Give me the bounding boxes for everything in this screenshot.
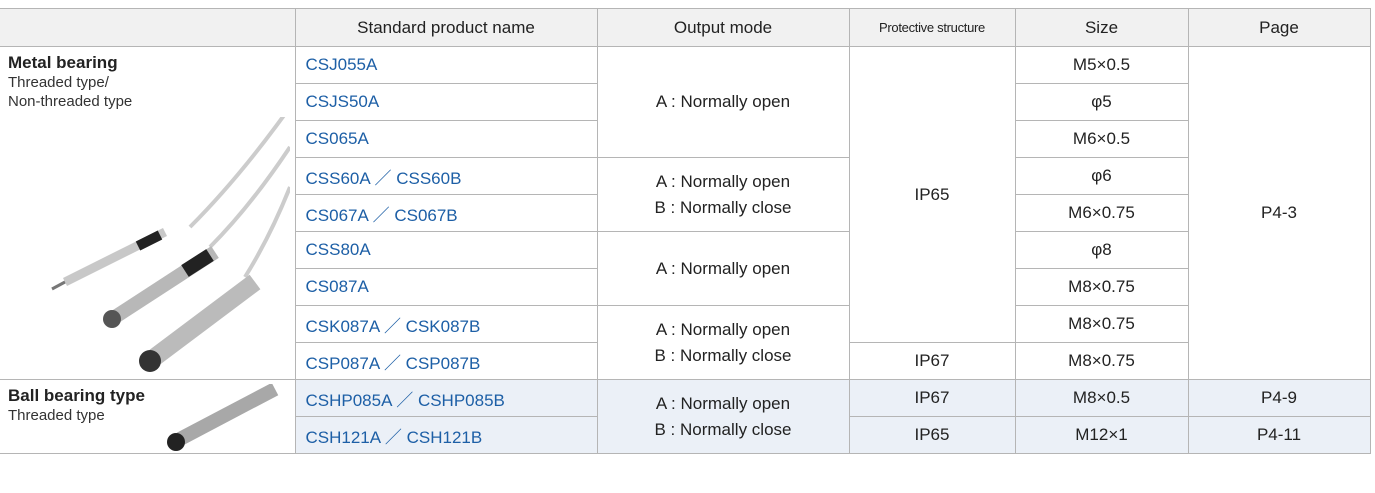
group-subtitle: Threaded type — [8, 407, 105, 424]
header-cell: Page — [1187, 8, 1371, 47]
row: CS065A M6×0.5 — [0, 120, 1370, 158]
protective: IP65 — [848, 46, 1016, 343]
protective: IP67 — [848, 342, 1016, 380]
header-cell: Standard product name — [294, 8, 598, 47]
row: CSK087A ／ CSK087B A : Normally open B : N… — [0, 305, 1370, 380]
product-name[interactable]: CSS60A ／ CSS60B — [294, 157, 598, 195]
product-name[interactable]: CS067A ／ CS067B — [294, 194, 598, 232]
product-name[interactable]: CSH121A ／ CSH121B — [294, 416, 598, 454]
header-cell: Protective structure — [848, 8, 1016, 47]
row: Ball bearing type Threaded type CSHP085A… — [0, 379, 1371, 454]
header-cell: Output mode — [596, 8, 850, 47]
product-name[interactable]: CS087A — [294, 268, 598, 306]
output-mode: A : Normally open B : Normally close — [596, 305, 850, 380]
output-line: B : Normally close — [654, 345, 792, 365]
product-name[interactable]: CS065A — [294, 120, 598, 158]
size: M8×0.75 — [1014, 342, 1189, 380]
size: M8×0.75 — [1014, 305, 1189, 343]
size: M6×0.75 — [1014, 194, 1189, 232]
output-mode: A : Normally open B : Normally close — [596, 379, 850, 454]
product-name[interactable]: CSJ055A — [294, 46, 598, 84]
output-line: B : Normally close — [654, 197, 792, 217]
row: CSP087A ／ CSP087B IP67 M8×0.75 — [0, 342, 1370, 380]
product-name[interactable]: CSK087A ／ CSK087B — [294, 305, 598, 343]
group-subtitle: Threaded type/ — [8, 74, 109, 91]
protective: IP65 — [848, 416, 1016, 454]
size: M12×1 — [1014, 416, 1189, 454]
row: CSS60A ／ CSS60B A : Normally open B : Nor… — [0, 157, 1370, 232]
protective: IP67 — [848, 379, 1016, 417]
output-line: A : Normally open — [655, 319, 791, 339]
row: CSH121A ／ CSH121B IP65 M12×1 P4-11 — [0, 416, 1371, 454]
page-body: Standard product name Output mode Protec… — [0, 8, 1375, 493]
output-line: A : Normally open — [655, 171, 791, 191]
row: CSJS50A φ5 — [0, 83, 1370, 121]
header-cell — [0, 8, 296, 47]
header-cell: Size — [1014, 8, 1189, 47]
size: φ6 — [1014, 157, 1189, 195]
size: M8×0.5 — [1014, 379, 1189, 417]
page-ref: P4-3 — [1187, 46, 1371, 380]
output-line: A : Normally open — [655, 258, 791, 278]
page-ref: P4-11 — [1187, 416, 1371, 454]
size: M6×0.5 — [1014, 120, 1189, 158]
group-title: Ball bearing type — [8, 386, 145, 405]
product-name[interactable]: CSHP085A ／ CSHP085B — [294, 379, 598, 417]
row: CSS80A A : Normally open φ8 — [0, 231, 1370, 306]
size: φ5 — [1014, 83, 1189, 121]
product-name[interactable]: CSJS50A — [294, 83, 598, 121]
product-table: Standard product name Output mode Protec… — [0, 8, 1371, 454]
header-row: Standard product name Output mode Protec… — [0, 8, 1371, 47]
size: M8×0.75 — [1014, 268, 1189, 306]
output-mode: A : Normally open — [596, 231, 850, 306]
group-subtitle: Non-threaded type — [8, 93, 133, 110]
size: M5×0.5 — [1014, 46, 1189, 84]
row: CS067A ／ CS067B M6×0.75 — [0, 194, 1370, 232]
output-line: A : Normally open — [655, 92, 791, 111]
sensor-image — [167, 384, 279, 451]
output-line: B : Normally close — [654, 419, 792, 439]
page-ref: P4-9 — [1187, 379, 1371, 417]
size: φ8 — [1014, 231, 1189, 269]
output-line: A : Normally open — [655, 393, 791, 413]
group-title: Metal bearing — [8, 53, 118, 72]
group-cell: Metal bearing Threaded type/ Non-threade… — [0, 46, 296, 380]
product-name[interactable]: CSS80A — [294, 231, 598, 269]
group-cell: Ball bearing type Threaded type — [0, 379, 296, 454]
row: Metal bearing Threaded type/ Non-threade… — [0, 46, 1371, 380]
output-mode: A : Normally open B : Normally close — [596, 157, 850, 232]
row: CS087A M8×0.75 — [0, 268, 1370, 306]
sensor-image — [51, 117, 290, 372]
product-name[interactable]: CSP087A ／ CSP087B — [294, 342, 598, 380]
output-mode: A : Normally open — [596, 46, 850, 158]
